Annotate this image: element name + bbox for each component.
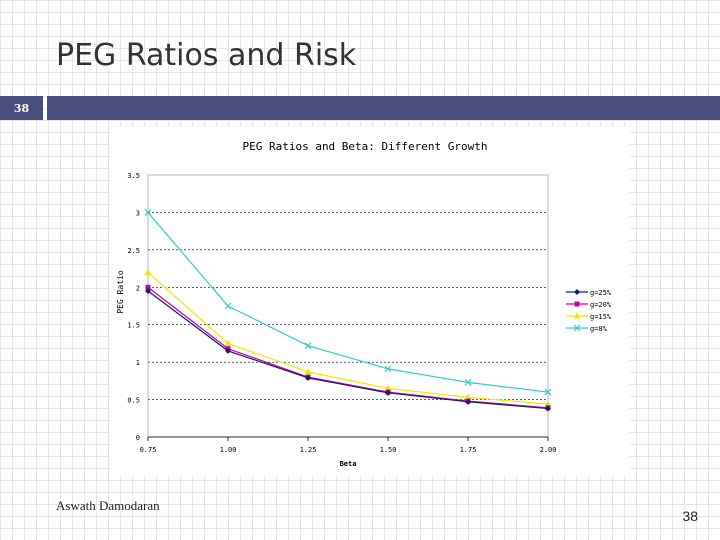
x-tick-label: 0.75	[140, 446, 157, 454]
series-line-g=20%	[147, 286, 549, 409]
legend-marker	[574, 289, 580, 295]
peg-beta-chart: PEG Ratios and Beta: Different Growth 00…	[116, 140, 612, 468]
x-axis-label: Beta	[340, 460, 357, 468]
data-point	[464, 378, 472, 386]
data-point	[145, 288, 151, 295]
axes	[147, 174, 549, 441]
y-tick-label: 2.5	[127, 247, 140, 255]
y-tick-label: 1	[136, 359, 140, 367]
data-point	[224, 302, 232, 310]
data-point	[225, 347, 231, 354]
legend: g=25% g=20% g=15% g=8%	[566, 289, 612, 333]
y-tick-label: 2	[136, 284, 140, 292]
y-tick-label: 3.5	[127, 172, 140, 180]
x-tick-label: 1.75	[460, 446, 477, 454]
data-point	[305, 374, 311, 381]
author-footer: Aswath Damodaran	[56, 498, 160, 513]
header-bar	[47, 96, 720, 120]
data-point	[304, 342, 312, 350]
series-line-g=25%	[147, 290, 549, 410]
data-point	[465, 398, 471, 405]
series-line-g=15%	[147, 271, 549, 405]
data-point	[145, 284, 151, 290]
slide-number-badge: 38	[0, 96, 43, 120]
data-point	[545, 405, 551, 412]
x-tick-label: 1.00	[220, 446, 237, 454]
data-point	[384, 365, 392, 373]
data-point	[144, 209, 152, 216]
legend-marker	[574, 301, 580, 307]
legend-marker	[573, 312, 581, 319]
legend-label: g=8%	[590, 325, 608, 333]
legend-label: g=15%	[590, 313, 612, 321]
y-tick-label: 3	[136, 209, 140, 217]
y-axis-label: PEG Ratio	[116, 270, 125, 314]
data-point	[464, 393, 472, 400]
chart-title: PEG Ratios and Beta: Different Growth	[242, 140, 487, 153]
grid-lines	[148, 212, 548, 400]
data-point	[544, 400, 552, 407]
legend-marker	[573, 324, 581, 332]
series-lines	[144, 209, 552, 412]
x-tick-label: 2.00	[540, 446, 557, 454]
plot-area	[147, 174, 549, 438]
y-tick-label: 0.5	[127, 397, 140, 405]
tick-labels: 0 0.5 1 1.5 2 2.5 3 3.5 0.75 1.00 1.25 1.50 1.75 2.00	[127, 172, 556, 454]
y-tick-label: 1.5	[127, 322, 140, 330]
series-line-g=8%	[147, 212, 549, 393]
x-tick-label: 1.50	[380, 446, 397, 454]
data-point	[144, 268, 152, 275]
data-point	[304, 368, 312, 375]
legend-label: g=20%	[590, 301, 612, 309]
data-point	[224, 339, 232, 346]
slide-title: PEG Ratios and Risk	[56, 38, 357, 73]
y-tick-label: 0	[136, 434, 140, 442]
data-point	[384, 384, 392, 391]
data-point	[385, 389, 391, 396]
data-point	[544, 388, 552, 396]
legend-label: g=25%	[590, 289, 612, 297]
page-number: 38	[682, 508, 698, 524]
x-tick-label: 1.25	[300, 446, 317, 454]
